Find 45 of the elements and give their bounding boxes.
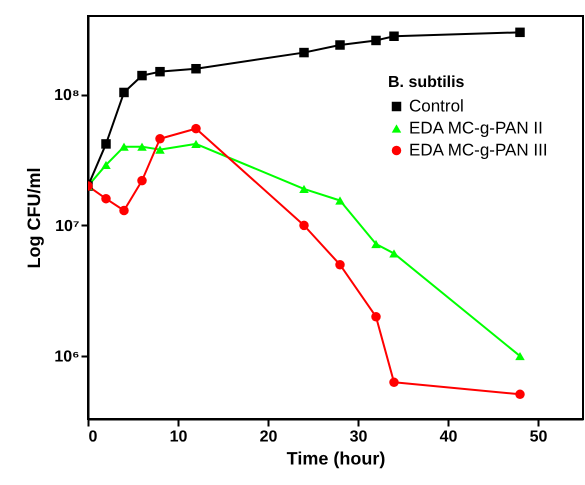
point: [371, 36, 381, 46]
point: [137, 142, 147, 151]
point: [335, 260, 345, 270]
point: [299, 220, 309, 230]
point: [389, 249, 399, 258]
point: [191, 140, 201, 148]
point: [155, 134, 165, 144]
point: [155, 66, 165, 76]
point: [389, 32, 399, 41]
x-tick-label: 40: [440, 428, 458, 446]
x-axis-title: Time (hour): [286, 448, 386, 468]
x-tick-label: 0: [88, 428, 98, 446]
point: [191, 124, 201, 134]
x-tick-label: 50: [530, 428, 548, 446]
point: [299, 48, 309, 58]
point: [389, 378, 399, 388]
x-tick-label: 30: [350, 428, 368, 446]
point: [335, 196, 345, 205]
x-tick-label: 10: [170, 428, 188, 446]
point: [101, 160, 111, 170]
point: [119, 88, 129, 98]
point: [191, 64, 201, 74]
point: [371, 312, 381, 322]
point: [515, 28, 525, 38]
legend-label: EDA MC-g-PAN III: [409, 140, 548, 160]
point: [137, 176, 147, 186]
point: [101, 194, 111, 204]
x-tick-label: 20: [260, 428, 278, 446]
legend-label: EDA MC-g-PAN II: [409, 118, 543, 138]
point: [515, 352, 525, 360]
y-tick-label: 10⁷: [55, 218, 80, 235]
y-tick-label: 10⁸: [54, 87, 80, 104]
point: [101, 139, 111, 149]
legend-label: Control: [409, 96, 464, 116]
point: [515, 390, 525, 400]
point: [335, 40, 345, 50]
point: [155, 145, 165, 154]
point: [371, 240, 381, 248]
y-axis-title: Log CFU/ml: [24, 168, 44, 268]
point: [119, 142, 129, 151]
point: [299, 184, 309, 194]
legend-title: B. subtilis: [388, 74, 465, 91]
point: [119, 206, 129, 216]
y-tick-label: 10⁶: [54, 348, 80, 366]
point: [137, 70, 147, 80]
